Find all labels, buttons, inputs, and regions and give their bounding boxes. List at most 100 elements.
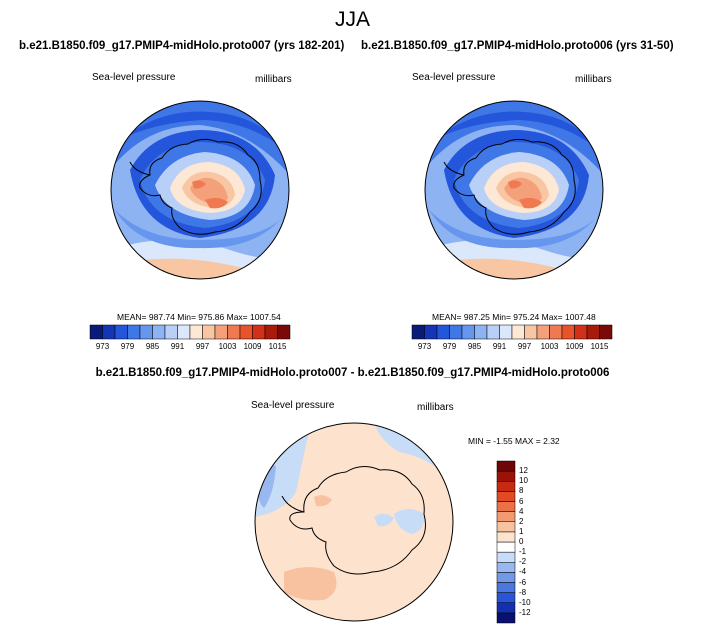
- colorbar-swatch: [511, 324, 525, 340]
- right-panel-title: b.e21.B1850.f09_g17.PMIP4-midHolo.proto0…: [361, 40, 674, 52]
- colorbar-swatch: [496, 481, 516, 492]
- colorbar-swatch: [524, 324, 538, 340]
- diff-map: [254, 422, 454, 622]
- colorbar-swatch: [461, 324, 475, 340]
- colorbar-tick-label: 991: [170, 342, 185, 351]
- colorbar-swatch: [536, 324, 550, 340]
- season-title: JJA: [334, 8, 370, 31]
- colorbar-swatch: [89, 324, 103, 340]
- colorbar-swatch: [152, 324, 166, 340]
- colorbar-swatch: [277, 324, 291, 340]
- colorbar-swatch: [496, 582, 516, 593]
- colorbar-tick-label: 1015: [268, 342, 287, 351]
- colorbar-swatch: [474, 324, 488, 340]
- colorbar-tick-label: -12: [519, 607, 531, 617]
- colorbar-swatch: [496, 460, 516, 472]
- colorbar-swatch: [252, 324, 266, 340]
- diff-units-label: millibars: [417, 402, 454, 413]
- colorbar-tick-label: 12: [519, 466, 528, 476]
- colorbar-tick-label: -4: [519, 567, 527, 577]
- colorbar-swatch: [436, 324, 450, 340]
- colorbar-tick-label: 10: [519, 476, 528, 486]
- left-panel-title: b.e21.B1850.f09_g17.PMIP4-midHolo.proto0…: [19, 40, 345, 52]
- colorbar-tick-label: 985: [467, 342, 482, 351]
- colorbar-tick-label: 973: [95, 342, 110, 351]
- colorbar-swatch: [496, 551, 516, 563]
- left-colorbar: [89, 324, 291, 340]
- colorbar-swatch: [599, 324, 613, 340]
- right-variable-label: Sea-level pressure: [412, 72, 496, 83]
- colorbar-swatch: [561, 324, 575, 340]
- colorbar-swatch: [496, 612, 516, 624]
- colorbar-swatch: [449, 324, 463, 340]
- colorbar-tick-label: 4: [519, 506, 524, 516]
- colorbar-tick-label: 1009: [243, 342, 262, 351]
- diff-stats: MIN = -1.55 MAX = 2.32: [468, 436, 560, 446]
- colorbar-tick-label: 0: [519, 537, 524, 546]
- colorbar-tick-label: 997: [517, 342, 532, 351]
- colorbar-swatch: [424, 324, 438, 340]
- colorbar-swatch: [202, 324, 216, 340]
- colorbar-swatch: [214, 324, 228, 340]
- diff-variable-label: Sea-level pressure: [251, 400, 335, 411]
- diff-colorbar: [496, 460, 516, 624]
- colorbar-swatch: [549, 324, 563, 340]
- colorbar-tick-label: 6: [519, 496, 524, 506]
- colorbar-tick-label: 985: [145, 342, 160, 351]
- colorbar-swatch: [586, 324, 600, 340]
- colorbar-tick-label: 997: [195, 342, 210, 351]
- colorbar-tick-label: 979: [442, 342, 457, 351]
- colorbar-swatch: [411, 324, 425, 340]
- colorbar-swatch: [496, 470, 516, 482]
- colorbar-swatch: [496, 531, 516, 543]
- colorbar-swatch: [496, 491, 516, 502]
- diff-panel-title: b.e21.B1850.f09_g17.PMIP4-midHolo.proto0…: [95, 367, 610, 379]
- colorbar-tick-label: -1: [519, 547, 527, 557]
- colorbar-swatch: [496, 562, 516, 573]
- left-units-label: millibars: [255, 74, 292, 85]
- colorbar-tick-label: 973: [417, 342, 432, 351]
- colorbar-swatch: [496, 521, 516, 533]
- colorbar-tick-label: -6: [519, 577, 527, 587]
- right-colorbar: [411, 324, 613, 340]
- right-stats: MEAN= 987.25 Min= 975.24 Max= 1007.48: [432, 312, 596, 322]
- colorbar-swatch: [574, 324, 588, 340]
- colorbar-swatch: [177, 324, 191, 340]
- right-map: [424, 100, 604, 280]
- colorbar-swatch: [102, 324, 116, 340]
- colorbar-swatch: [139, 324, 153, 340]
- left-colorbar-ticks: 973 979 985 991 997 1003 1009 1015: [90, 342, 290, 354]
- colorbar-tick-label: 1003: [540, 342, 559, 351]
- right-colorbar-ticks: 973 979 985 991 997 1003 1009 1015: [412, 342, 612, 354]
- colorbar-tick-label: 1009: [565, 342, 584, 351]
- colorbar-swatch: [496, 501, 516, 512]
- colorbar-swatch: [127, 324, 141, 340]
- colorbar-swatch: [499, 324, 513, 340]
- colorbar-tick-label: 1015: [590, 342, 609, 351]
- colorbar-swatch: [496, 602, 516, 614]
- colorbar-swatch: [239, 324, 253, 340]
- colorbar-tick-label: 1003: [218, 342, 237, 351]
- colorbar-tick-label: 1: [519, 526, 524, 536]
- colorbar-swatch: [227, 324, 241, 340]
- colorbar-tick-label: 2: [519, 516, 524, 526]
- colorbar-tick-label: 979: [120, 342, 135, 351]
- colorbar-swatch: [189, 324, 203, 340]
- colorbar-swatch: [264, 324, 278, 340]
- colorbar-swatch: [496, 511, 516, 522]
- left-map: [110, 100, 290, 280]
- left-stats: MEAN= 987.74 Min= 975.86 Max= 1007.54: [117, 312, 281, 322]
- left-variable-label: Sea-level pressure: [92, 72, 176, 83]
- diff-colorbar-ticks: -12 -10 -8 -6 -4 -2 -1 0 1 2 4 6 8 10 12: [519, 461, 549, 623]
- colorbar-tick-label: 991: [492, 342, 507, 351]
- colorbar-swatch: [114, 324, 128, 340]
- colorbar-tick-label: -2: [519, 557, 527, 567]
- colorbar-swatch: [496, 572, 516, 583]
- colorbar-swatch: [486, 324, 500, 340]
- right-units-label: millibars: [575, 74, 612, 85]
- colorbar-tick-label: -10: [519, 597, 531, 607]
- colorbar-tick-label: -8: [519, 587, 527, 597]
- colorbar-swatch: [164, 324, 178, 340]
- colorbar-swatch: [496, 592, 516, 603]
- colorbar-tick-label: 8: [519, 486, 524, 496]
